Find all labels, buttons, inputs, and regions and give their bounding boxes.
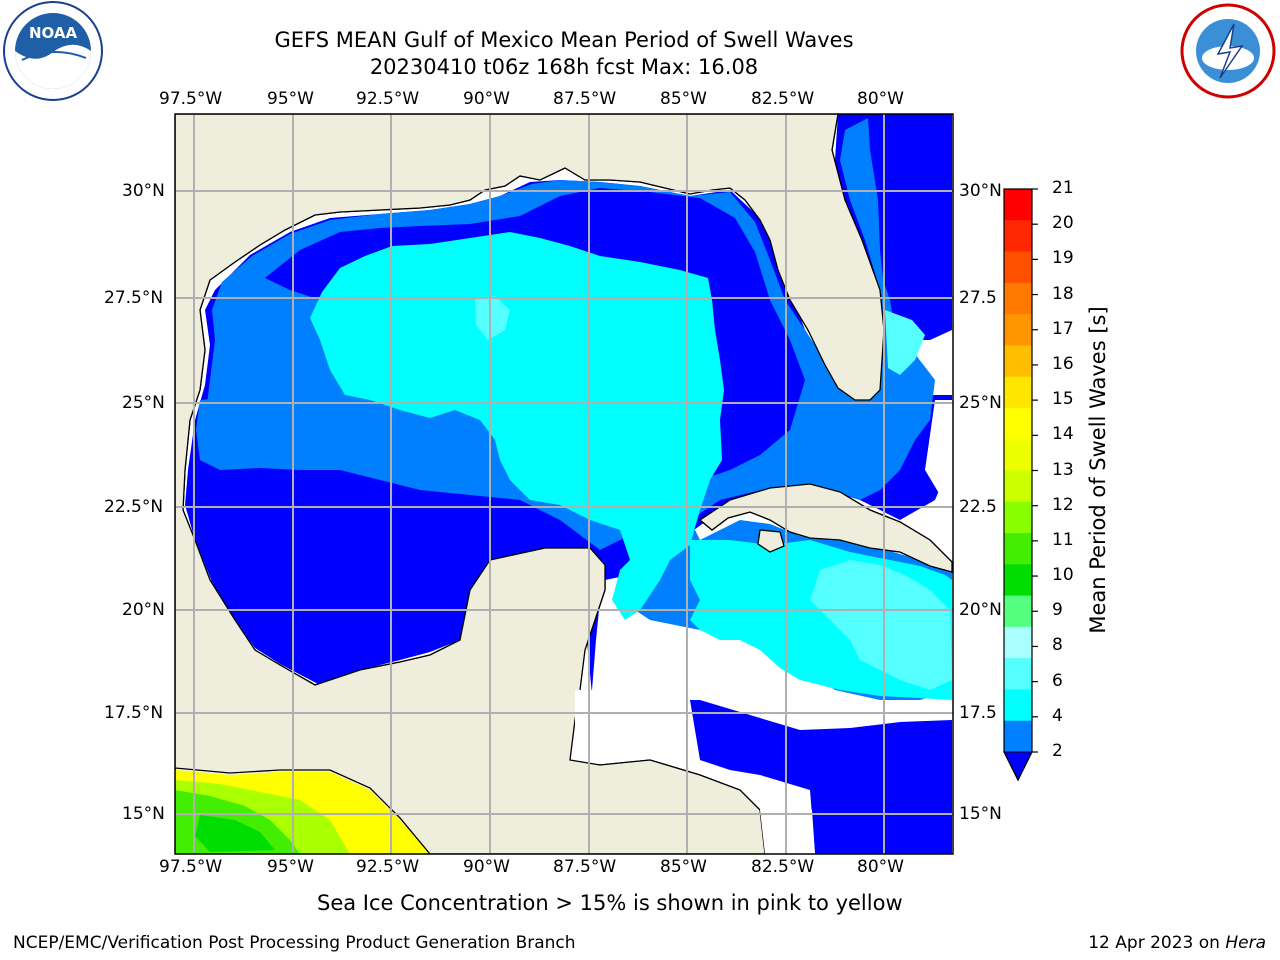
colorbar-tick-label: 8 [1052,635,1063,656]
lat-label: 30°N [959,181,1002,201]
graticule [175,114,953,854]
lon-label: 87.5°W [553,89,617,109]
colorbar-segment [1004,314,1032,346]
colorbar-tick-label: 20 [1052,213,1074,234]
footer-machine: Hera [1225,933,1266,953]
lon-label: 92.5°W [356,89,420,109]
lon-label: 85°W [660,89,707,109]
sea-ice-caption: Sea Ice Concentration > 15% is shown in … [317,891,903,915]
lat-label: 25°N [959,393,1002,413]
lon-label: 97.5°W [159,89,223,109]
lon-label: 95°W [267,857,314,877]
lat-label: 20°N [959,600,1002,620]
colorbar-segment [1004,626,1032,659]
noaa-logo: NOAA [2,0,104,102]
colorbar-frame [1003,188,1033,782]
lon-label: 85°W [660,857,707,877]
colorbar-tick-label: 13 [1052,459,1074,480]
lon-label: 87.5°W [553,857,617,877]
colorbar-tick-label: 14 [1052,424,1074,445]
lon-label: 82.5°W [751,857,815,877]
colorbar-segment [1004,533,1032,565]
nws-logo [1178,2,1278,100]
swell-band-8-9 [810,560,952,690]
lon-label: 92.5°W [356,857,420,877]
colorbar-tick-label: 17 [1052,318,1074,339]
lat-label: 27.5 [959,288,997,308]
colorbar-tick-label: 4 [1052,705,1063,726]
lat-label: 27.5°N [104,288,164,308]
colorbar-tick-label: 15 [1052,389,1074,410]
lon-label: 90°W [463,89,510,109]
colorbar-tick-label: 11 [1052,529,1074,550]
colorbar-label: Mean Period of Swell Waves [s] [1086,306,1110,634]
colorbar-tick-label: 10 [1052,565,1074,586]
colorbar-segment [1004,345,1032,378]
swell-band-6-8 [310,232,724,620]
lat-label: 25°N [122,393,165,413]
lat-label: 17.5°N [104,703,164,723]
colorbar-tick-label: 9 [1052,600,1063,621]
colorbar-tick-label: 16 [1052,353,1074,374]
lon-label: 82.5°W [751,89,815,109]
colorbar-segment [1004,720,1032,753]
colorbar-segment [1004,595,1032,628]
colorbar-tick-label: 21 [1052,178,1074,198]
lon-label: 97.5°W [159,857,223,877]
colorbar-segment [1004,658,1032,690]
colorbar-segment [1004,220,1032,253]
colorbar-segment [1004,564,1032,597]
colorbar-segment [1004,439,1032,471]
colorbar-segment [1004,376,1032,409]
colorbar [1003,188,1038,782]
colorbar-tick-label: 2 [1052,741,1063,761]
lat-label: 15°N [122,804,165,824]
footer-date-text: 12 Apr 2023 on [1088,933,1226,953]
colorbar-tick-label: 6 [1052,670,1063,691]
svg-text:NOAA: NOAA [29,24,78,42]
lat-label: 30°N [122,181,165,201]
footer-date: 12 Apr 2023 on Hera [1088,933,1266,953]
colorbar-segment [1004,689,1032,722]
colorbar-tick-label: 12 [1052,494,1074,515]
lon-label: 95°W [267,89,314,109]
lat-label: 17.5 [959,703,997,723]
lon-label: 90°W [463,857,510,877]
lat-label: 22.5 [959,497,997,517]
colorbar-extend-triangle [1003,751,1033,782]
lon-label: 80°W [857,89,904,109]
colorbar-segment [1004,251,1032,284]
colorbar-tick-label: 19 [1052,248,1074,269]
lon-label: 80°W [857,857,904,877]
colorbar-segment [1004,501,1032,534]
footer-credit: NCEP/EMC/Verification Post Processing Pr… [13,933,576,953]
colorbar-tick-label: 18 [1052,283,1074,304]
lat-label: 15°N [959,804,1002,824]
map-title: GEFS MEAN Gulf of Mexico Mean Period of … [274,28,854,52]
lat-label: 22.5°N [104,497,164,517]
colorbar-segment [1004,407,1032,440]
map-frame [174,113,954,855]
lat-label: 20°N [122,600,165,620]
colorbar-segment [1004,282,1032,315]
map-subtitle: 20230410 t06z 168h fcst Max: 16.08 [369,55,759,79]
colorbar-segment [1004,189,1032,221]
colorbar-segment [1004,470,1032,503]
